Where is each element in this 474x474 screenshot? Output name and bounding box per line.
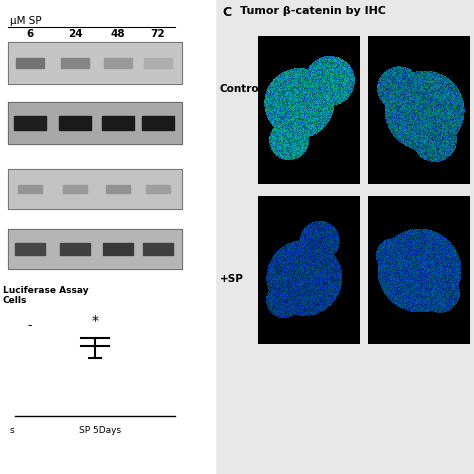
Bar: [0, 0, 215, 474]
Text: μM SP: μM SP: [10, 16, 42, 26]
Text: +SP: +SP: [220, 274, 244, 284]
Bar: [59, 116, 91, 130]
Text: Tumor β-catenin by IHC: Tumor β-catenin by IHC: [240, 6, 386, 16]
Bar: [16, 58, 44, 68]
Bar: [8, 42, 182, 84]
Bar: [102, 116, 134, 130]
Bar: [61, 58, 89, 68]
Bar: [143, 243, 173, 255]
Text: Control: Control: [220, 84, 263, 94]
Text: C: C: [222, 6, 231, 19]
Text: SP 5Days: SP 5Days: [79, 426, 121, 435]
Text: Luciferase Assay: Luciferase Assay: [3, 286, 89, 295]
Bar: [106, 185, 130, 193]
Bar: [103, 243, 133, 255]
Bar: [142, 116, 174, 130]
Text: 72: 72: [151, 29, 165, 39]
Text: 6: 6: [27, 29, 34, 39]
Bar: [60, 243, 90, 255]
Bar: [8, 102, 182, 144]
Bar: [63, 185, 87, 193]
Bar: [15, 243, 45, 255]
Text: 24: 24: [68, 29, 82, 39]
Bar: [8, 169, 182, 209]
Text: 48: 48: [111, 29, 125, 39]
Bar: [8, 229, 182, 269]
Text: s: s: [10, 426, 15, 435]
Bar: [144, 58, 172, 68]
Bar: [104, 58, 132, 68]
Text: Cells: Cells: [3, 296, 27, 305]
Text: *: *: [91, 314, 99, 328]
Bar: [18, 185, 42, 193]
Bar: [14, 116, 46, 130]
Bar: [146, 185, 170, 193]
Text: -: -: [28, 319, 32, 332]
